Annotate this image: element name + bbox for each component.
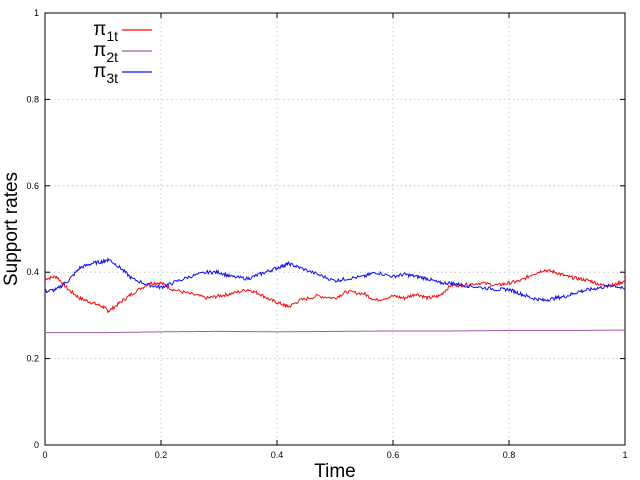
x-tick-label: 0.2: [155, 450, 168, 460]
series-lines: [44, 257, 626, 334]
y-axis-label: Support rates: [1, 172, 22, 286]
x-tick-label: 0: [42, 450, 47, 460]
grid: [45, 13, 625, 445]
legend-label-1: π1t: [93, 19, 118, 44]
series-line-3: [44, 257, 626, 302]
y-tick-label: 1: [34, 8, 39, 18]
x-tick-label: 0.8: [503, 450, 516, 460]
y-tick-label: 0.4: [26, 267, 39, 277]
y-tick-label: 0.8: [26, 94, 39, 104]
series-line-2: [45, 329, 626, 334]
x-tick-label: 1: [622, 450, 627, 460]
legend-label-2: π2t: [93, 40, 118, 65]
x-tick-label: 0.4: [271, 450, 284, 460]
y-tick-label: 0.6: [26, 181, 39, 191]
legend-label-3: π3t: [93, 61, 118, 86]
series-line-1: [44, 268, 626, 314]
y-tick-label: 0.2: [26, 354, 39, 364]
plot-frame: [44, 12, 626, 446]
y-tick-label: 0: [34, 440, 39, 450]
ticks: 0 0.2 0.4 0.6 0.8 1 0 0.2 0.4 0.6 0.8 1: [26, 8, 627, 460]
x-tick-label: 0.6: [387, 450, 400, 460]
x-axis-label: Time: [314, 461, 356, 480]
